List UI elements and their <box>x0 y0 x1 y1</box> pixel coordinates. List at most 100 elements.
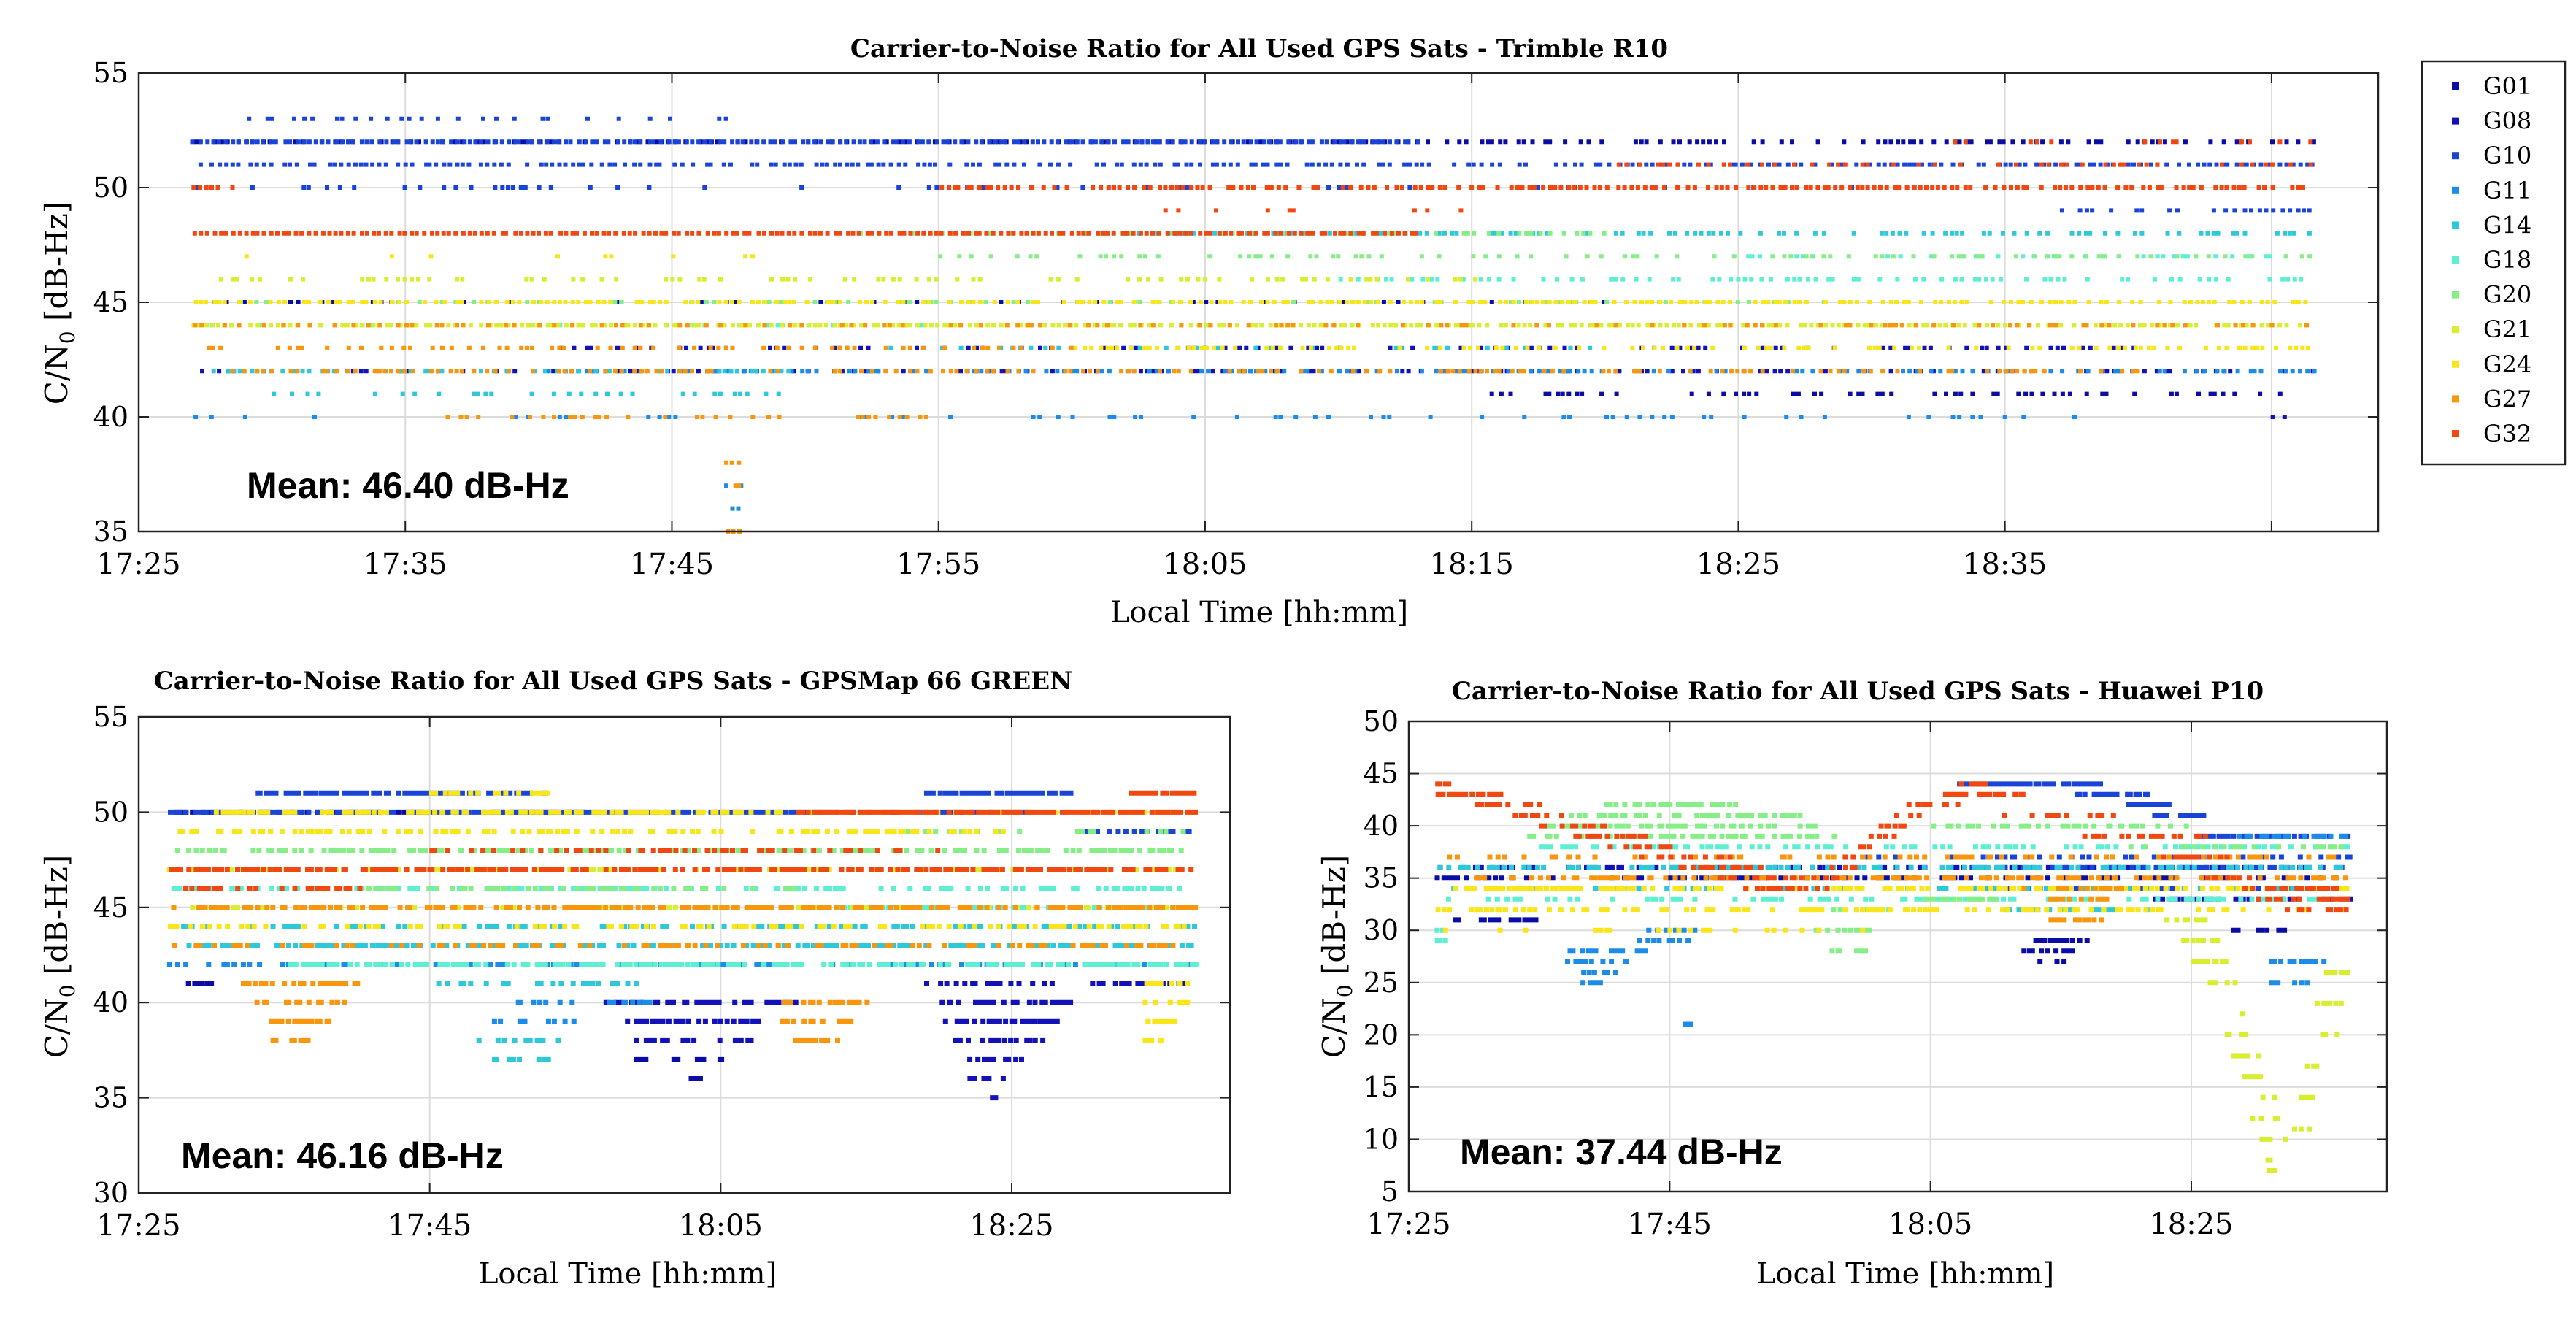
legend-marker <box>2452 152 2459 160</box>
series-g20-points <box>1527 802 2344 954</box>
series-g21-points <box>2164 917 2350 1173</box>
legend-item-g08: G08 <box>2452 107 2531 135</box>
y-tick-label: 30 <box>93 1177 128 1209</box>
series-g32-points <box>1435 781 2351 913</box>
x-tick-label: 17:45 <box>630 548 714 581</box>
y-tick-label: 30 <box>1364 914 1399 946</box>
legend-marker <box>2452 82 2459 90</box>
plot-frame <box>1407 720 2388 1193</box>
axis-ticks: 17:25 17:45 18:05 18:25 30 35 40 45 50 55 <box>93 701 1230 1243</box>
series-g24-points <box>193 254 2310 350</box>
y-tick-label: 40 <box>93 986 128 1018</box>
legend-label: G20 <box>2483 281 2531 309</box>
legend-item-g21: G21 <box>2452 315 2531 343</box>
mean-label: Mean: 37.44 dB-Hz <box>1460 1132 1783 1173</box>
legend-label: G11 <box>2483 177 2531 204</box>
legend-item-g20: G20 <box>2452 281 2531 309</box>
legend-label: G18 <box>2483 246 2531 274</box>
legend: G01 G08 G10 G11 G14 G18 G20 G21 G24 G27 G32 <box>2421 60 2567 466</box>
x-tick-label: 18:15 <box>1430 548 1514 581</box>
y-tick-label: 40 <box>93 401 128 433</box>
legend-item-g10: G10 <box>2452 142 2531 169</box>
data-points <box>166 790 1199 1101</box>
series-g32-points <box>191 139 2313 236</box>
y-tick-label: 25 <box>1364 967 1399 999</box>
x-tick-label: 17:45 <box>1628 1208 1712 1241</box>
plot-frame <box>137 715 1231 1194</box>
y-axis-label: C/N0 [dB-Hz] <box>39 202 80 404</box>
x-tick-label: 18:25 <box>1696 548 1780 581</box>
x-tick-label: 18:05 <box>679 1209 763 1243</box>
chart-title: Carrier-to-Noise Ratio for All Used GPS … <box>1452 677 2264 706</box>
legend-entries: G01 G08 G10 G11 G14 G18 G20 G21 G24 G27 G32 <box>2452 72 2531 448</box>
x-axis-label: Local Time [hh:mm] <box>479 1257 777 1291</box>
legend-item-g01: G01 <box>2452 72 2531 100</box>
x-axis-label: Local Time [hh:mm] <box>1110 596 1408 629</box>
legend-marker <box>2452 360 2459 368</box>
legend-marker <box>2452 326 2459 334</box>
y-tick-label: 10 <box>1364 1123 1399 1155</box>
legend-marker <box>2452 186 2459 194</box>
legend-label: G10 <box>2483 142 2531 169</box>
chart-trimble-r10: Carrier-to-Noise Ratio for All Used GPS … <box>39 34 2380 629</box>
x-tick-label: 17:25 <box>1366 1208 1450 1241</box>
legend-item-g14: G14 <box>2452 211 2531 239</box>
x-tick-label: 18:05 <box>1163 548 1247 581</box>
y-tick-label: 35 <box>93 1082 128 1114</box>
y-axis-label: C/N0 [dB-Hz] <box>39 855 80 1058</box>
legend-label: G27 <box>2483 385 2531 412</box>
x-tick-label: 18:25 <box>2149 1208 2233 1241</box>
legend-label: G08 <box>2483 107 2531 135</box>
y-tick-label: 55 <box>93 701 128 733</box>
legend-label: G01 <box>2483 72 2531 100</box>
chart-gpsmap-66-green: Carrier-to-Noise Ratio for All Used GPS … <box>39 667 1231 1291</box>
legend-marker <box>2452 221 2459 229</box>
x-tick-label: 18:05 <box>1888 1208 1972 1241</box>
series-g32-points <box>169 790 1199 891</box>
legend-item-g32: G32 <box>2452 420 2531 448</box>
y-tick-label: 50 <box>93 796 128 828</box>
legend-item-g18: G18 <box>2452 246 2531 274</box>
x-tick-label: 17:35 <box>364 548 447 581</box>
chart-title: Carrier-to-Noise Ratio for All Used GPS … <box>154 667 1073 696</box>
series-g24-points <box>1435 886 2350 933</box>
x-tick-label: 17:45 <box>388 1209 472 1243</box>
y-tick-label: 55 <box>93 57 128 89</box>
legend-item-g11: G11 <box>2452 177 2531 204</box>
series-g08-points <box>603 981 1187 1101</box>
legend-item-g24: G24 <box>2452 350 2531 378</box>
y-tick-label: 50 <box>1364 705 1399 737</box>
legend-item-g27: G27 <box>2452 385 2531 412</box>
y-tick-label: 35 <box>93 515 128 548</box>
legend-label: G14 <box>2483 211 2531 239</box>
legend-marker <box>2452 291 2459 299</box>
y-tick-label: 40 <box>1364 810 1399 842</box>
legend-label: G32 <box>2483 420 2531 448</box>
y-tick-label: 45 <box>1364 758 1399 790</box>
y-tick-label: 45 <box>93 891 128 924</box>
y-tick-label: 50 <box>93 172 128 204</box>
data-points <box>1434 781 2353 1173</box>
legend-label: G24 <box>2483 350 2531 378</box>
y-tick-label: 45 <box>93 286 128 318</box>
axis-ticks: 17:25 17:45 18:05 18:25 5 10 15 20 25 30 35 40 45 50 <box>1364 705 2387 1241</box>
chart-huawei-p10: Carrier-to-Noise Ratio for All Used GPS … <box>1316 677 2388 1291</box>
x-tick-label: 17:25 <box>96 1209 180 1243</box>
x-tick-label: 17:55 <box>896 548 980 581</box>
y-tick-label: 15 <box>1364 1071 1399 1103</box>
legend-marker <box>2452 430 2459 437</box>
y-tick-label: 35 <box>1364 862 1399 894</box>
mean-label: Mean: 46.16 dB-Hz <box>181 1135 504 1176</box>
data-points <box>190 116 2317 534</box>
series-g10-points <box>190 116 2315 213</box>
x-tick-label: 17:25 <box>96 548 180 581</box>
y-tick-label: 20 <box>1364 1018 1399 1051</box>
y-tick-label: 5 <box>1381 1175 1399 1208</box>
legend-marker <box>2452 256 2459 264</box>
mean-label: Mean: 46.40 dB-Hz <box>247 465 569 506</box>
x-tick-label: 18:25 <box>969 1209 1053 1243</box>
legend-box <box>2421 60 2567 466</box>
